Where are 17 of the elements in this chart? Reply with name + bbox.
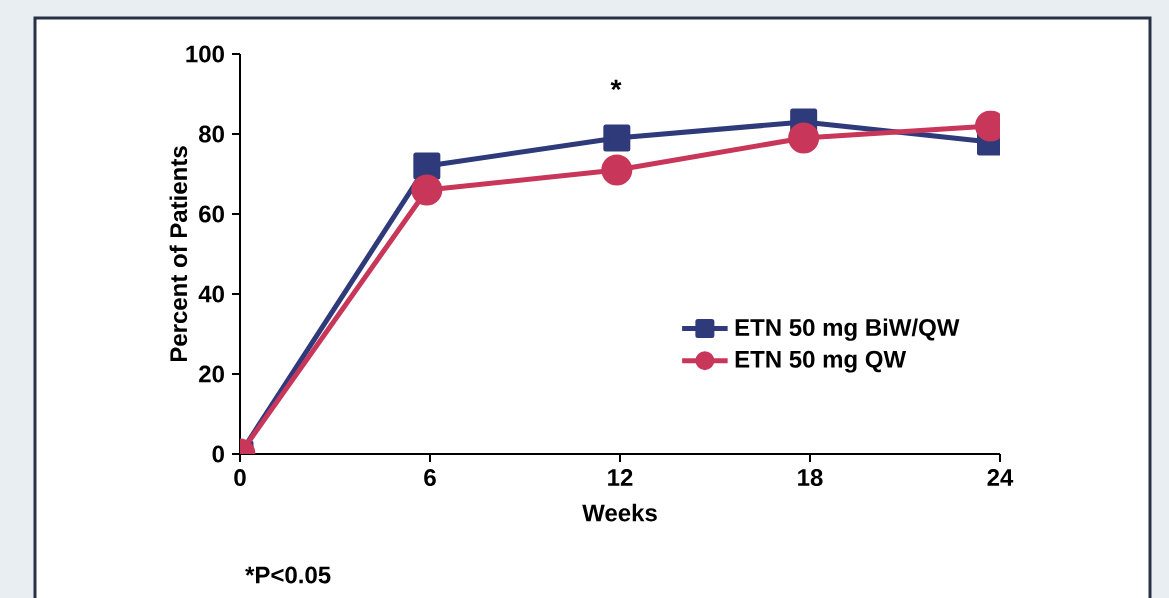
x-axis-title: Weeks	[582, 503, 657, 522]
x-tick-label: 18	[798, 469, 823, 487]
legend-label: ETN 50 mg QW	[735, 350, 907, 373]
y-tick-label: 80	[199, 125, 224, 143]
x-tick-label: 24	[987, 469, 1014, 486]
y-tick-label: 60	[199, 205, 224, 223]
legend-label: ETN 50 mg BiW/QW	[735, 318, 960, 341]
x-tick-label: 6	[424, 469, 436, 487]
y-tick-label: 40	[198, 285, 224, 303]
y-tick-label: 100	[186, 45, 224, 63]
x-tick-label: 0	[234, 469, 246, 487]
x-tick-label: 12	[608, 469, 633, 486]
text: *P<0.05	[245, 566, 331, 584]
annotation: *	[610, 79, 622, 91]
y-tick-label: 20	[199, 365, 224, 383]
y-axis-title: Percent of Patients	[169, 146, 188, 362]
y-tick-label: 0	[212, 445, 224, 463]
